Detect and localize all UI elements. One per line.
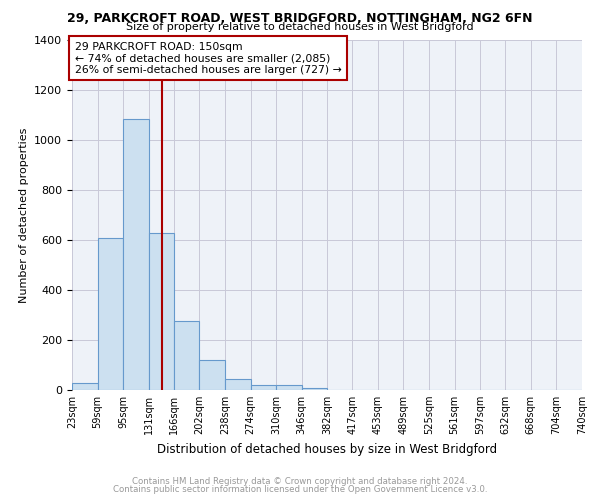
Bar <box>149 232 174 390</box>
Y-axis label: Number of detached properties: Number of detached properties <box>19 128 29 302</box>
Bar <box>302 388 328 390</box>
Bar <box>72 382 98 390</box>
Text: Contains HM Land Registry data © Crown copyright and database right 2024.: Contains HM Land Registry data © Crown c… <box>132 477 468 486</box>
Text: Size of property relative to detached houses in West Bridgford: Size of property relative to detached ho… <box>126 22 474 32</box>
Text: 29 PARKCROFT ROAD: 150sqm
← 74% of detached houses are smaller (2,085)
26% of se: 29 PARKCROFT ROAD: 150sqm ← 74% of detac… <box>74 42 341 75</box>
Bar <box>251 385 276 390</box>
Bar <box>276 385 302 390</box>
X-axis label: Distribution of detached houses by size in West Bridgford: Distribution of detached houses by size … <box>157 442 497 456</box>
Bar <box>98 238 123 390</box>
Text: Contains public sector information licensed under the Open Government Licence v3: Contains public sector information licen… <box>113 485 487 494</box>
Bar <box>123 118 149 390</box>
Bar <box>174 322 199 390</box>
Text: 29, PARKCROFT ROAD, WEST BRIDGFORD, NOTTINGHAM, NG2 6FN: 29, PARKCROFT ROAD, WEST BRIDGFORD, NOTT… <box>67 12 533 26</box>
Bar <box>199 360 225 390</box>
Bar <box>225 379 251 390</box>
